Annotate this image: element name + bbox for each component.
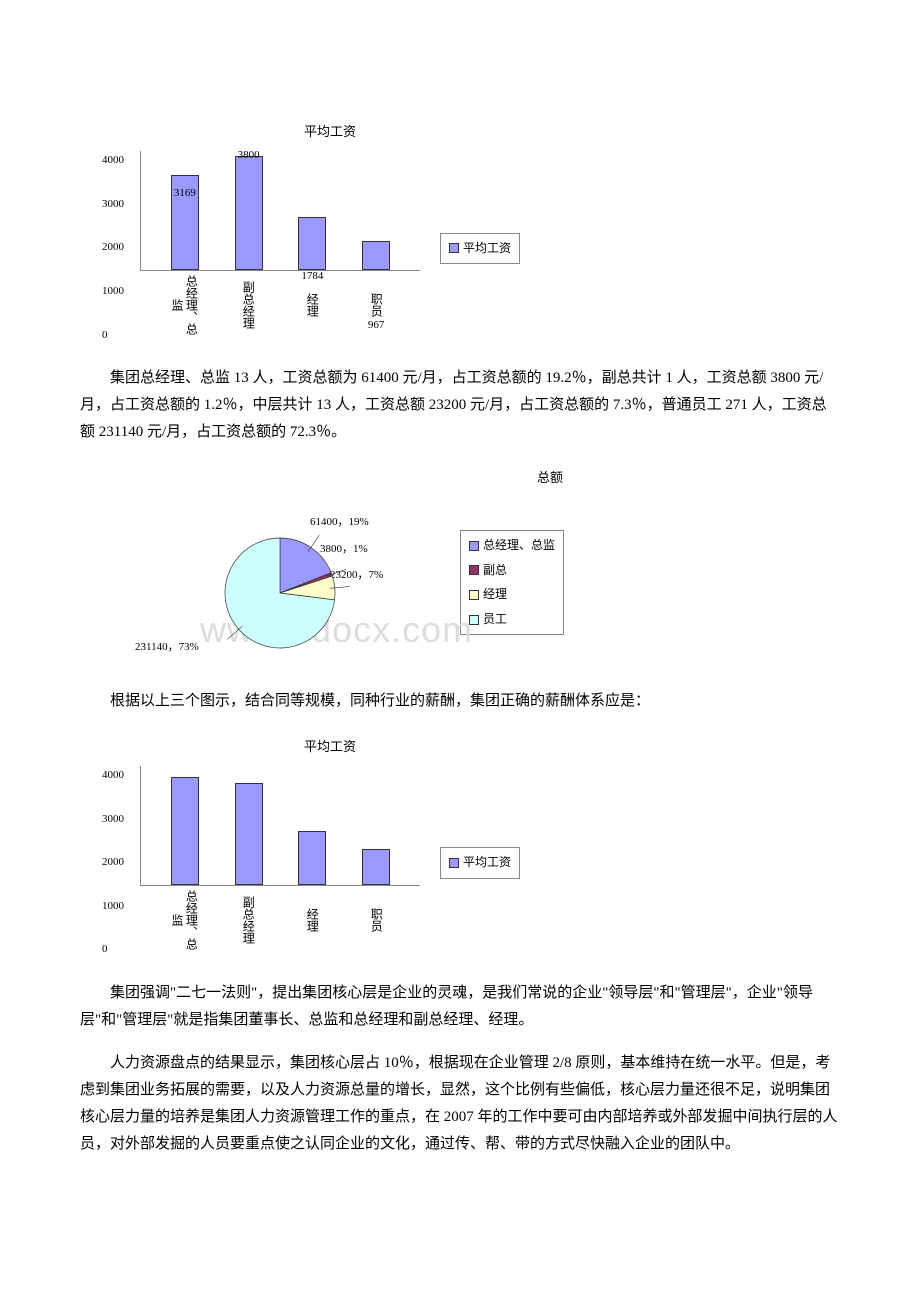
legend-item: 总经理、总监	[469, 535, 555, 557]
ytick: 4000	[102, 151, 124, 171]
bar-group	[344, 849, 408, 885]
legend-text: 副总	[483, 560, 507, 582]
bar	[298, 217, 326, 271]
legend-swatch	[449, 243, 459, 253]
paragraph-4: 人力资源盘点的结果显示，集团核心层占 10％，根据现在企业管理 2/8 原则，基…	[80, 1050, 840, 1158]
ytick: 4000	[102, 766, 124, 786]
x-axis-label: 职员	[344, 890, 408, 960]
x-axis-label: 总经理、总监	[152, 275, 216, 345]
x-axis-label: 副总经理	[216, 890, 280, 960]
x-axis-label: 经理	[280, 890, 344, 960]
bar-group	[281, 831, 345, 885]
legend-item: 副总	[469, 560, 555, 582]
pie-plot-area: www.bdocx.com 61400，19% 3800，1% 23200，7%…	[140, 498, 440, 668]
ytick: 2000	[102, 853, 124, 873]
bar	[362, 849, 390, 885]
bar	[235, 156, 263, 270]
paragraph-2: 根据以上三个图示，结合同等规模，同种行业的薪酬，集团正确的薪酬体系应是：	[80, 688, 840, 715]
bar-group: 3169	[153, 175, 217, 270]
ytick: 0	[102, 940, 124, 960]
x-axis-label: 副总经理	[216, 275, 280, 345]
paragraph-1: 集团总经理、总监 13 人，工资总额为 61400 元/月，占工资总额的 19.…	[80, 365, 840, 446]
ytick: 1000	[102, 282, 124, 302]
pie-title: 总额	[260, 466, 840, 489]
ytick: 2000	[102, 238, 124, 258]
chart2-legend: 平均工资	[440, 847, 520, 879]
ytick: 1000	[102, 897, 124, 917]
legend-text: 经理	[483, 584, 507, 606]
ytick: 3000	[102, 195, 124, 215]
bar-group: 967	[344, 241, 408, 270]
bar	[171, 777, 199, 885]
pie-chart: 总额 www.bdocx.com 61400，19% 3800，1% 23200…	[140, 466, 840, 667]
ytick: 3000	[102, 810, 124, 830]
bar-value-label: 1784	[301, 267, 323, 287]
bar	[235, 783, 263, 885]
chart1-title: 平均工资	[140, 120, 520, 143]
legend-swatch	[469, 565, 479, 575]
chart1-plot-area: 3169 38001784967	[140, 151, 420, 271]
chart2-y-axis: 0 1000 2000 3000 4000	[102, 766, 124, 960]
paragraph-3: 集团强调"二七一法则"，提出集团核心层是企业的灵魂，是我们常说的企业"领导层"和…	[80, 980, 840, 1034]
legend-swatch	[449, 858, 459, 868]
legend-label: 平均工资	[463, 238, 511, 260]
bar-value-label: 3800	[238, 146, 260, 166]
bar-group: 3800	[217, 156, 281, 270]
bar-value-label: 3169	[174, 184, 196, 204]
bar	[362, 241, 390, 270]
legend-item: 员工	[469, 609, 555, 631]
chart2-title: 平均工资	[140, 735, 520, 758]
bar-chart-1: 平均工资 0 1000 2000 3000 4000 3169380017849…	[140, 120, 840, 345]
bar	[298, 831, 326, 885]
bar-group	[153, 777, 217, 885]
legend-item: 经理	[469, 584, 555, 606]
chart2-plot-area	[140, 766, 420, 886]
legend-label: 平均工资	[463, 852, 511, 874]
bar-value-label: 967	[368, 316, 385, 336]
ytick: 0	[102, 326, 124, 346]
legend-text: 员工	[483, 609, 507, 631]
chart1-legend: 平均工资	[440, 233, 520, 265]
x-axis-label: 总经理、总监	[152, 890, 216, 960]
bar-group: 1784	[281, 217, 345, 271]
chart2-x-labels: 总经理、总监副总经理经理职员	[140, 890, 420, 960]
legend-text: 总经理、总监	[483, 535, 555, 557]
bar-chart-2: 平均工资 0 1000 2000 3000 4000 总经理、总监副总经理经理职…	[140, 735, 840, 960]
bar-group	[217, 783, 281, 885]
chart1-y-axis: 0 1000 2000 3000 4000	[102, 151, 124, 345]
legend-swatch	[469, 541, 479, 551]
pie-legend: 总经理、总监副总经理员工	[460, 530, 564, 635]
